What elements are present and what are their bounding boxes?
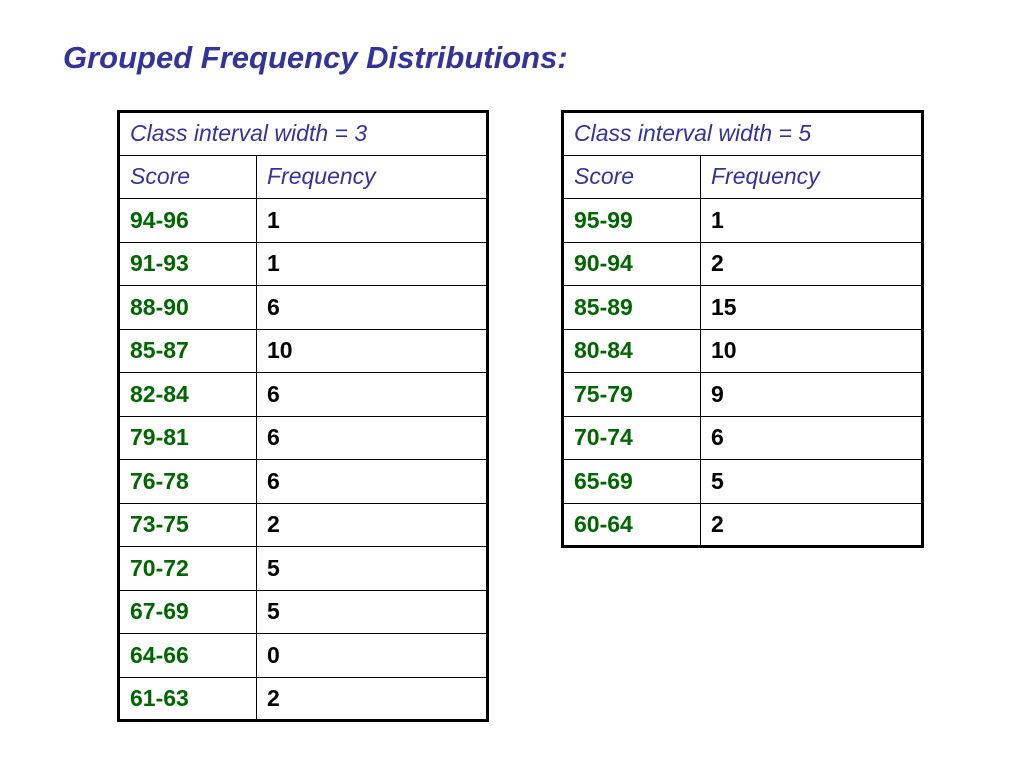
frequency-cell: 5 [256, 546, 488, 591]
score-cell: 91-93 [118, 241, 257, 286]
frequency-cell: 10 [700, 328, 923, 373]
score-cell: 85-89 [562, 285, 701, 330]
frequency-cell: 2 [700, 502, 923, 547]
table-row: 70-72 5 [118, 546, 488, 591]
table-row: 90-94 2 [562, 241, 923, 286]
frequency-column-header: Frequency [256, 154, 488, 199]
frequency-column-header: Frequency [700, 154, 923, 199]
frequency-cell: 6 [256, 372, 488, 417]
frequency-table-width-5: Class interval width = 5 Score Frequency… [561, 110, 924, 548]
frequency-cell: 6 [700, 415, 923, 460]
frequency-cell: 6 [256, 285, 488, 330]
frequency-cell: 6 [256, 415, 488, 460]
table-row: 61-63 2 [118, 676, 488, 721]
table-row: 79-81 6 [118, 415, 488, 460]
score-cell: 65-69 [562, 459, 701, 504]
score-cell: 70-72 [118, 546, 257, 591]
score-cell: 94-96 [118, 198, 257, 243]
score-cell: 76-78 [118, 459, 257, 504]
frequency-cell: 5 [256, 589, 488, 634]
caption-row: Class interval width = 3 [118, 111, 488, 156]
frequency-cell: 9 [700, 372, 923, 417]
header-row: Score Frequency [118, 154, 488, 199]
table-row: 91-93 1 [118, 241, 488, 286]
table-row: 67-69 5 [118, 589, 488, 634]
score-cell: 61-63 [118, 676, 257, 721]
frequency-table-width-3: Class interval width = 3 Score Frequency… [117, 110, 489, 722]
table-row: 73-75 2 [118, 502, 488, 547]
score-column-header: Score [118, 154, 257, 199]
score-cell: 90-94 [562, 241, 701, 286]
score-cell: 80-84 [562, 328, 701, 373]
score-cell: 79-81 [118, 415, 257, 460]
table-row: 82-84 6 [118, 372, 488, 417]
table-row: 64-66 0 [118, 633, 488, 678]
frequency-cell: 10 [256, 328, 488, 373]
table-row: 80-84 10 [562, 328, 923, 373]
frequency-cell: 6 [256, 459, 488, 504]
table-row: 70-74 6 [562, 415, 923, 460]
table-row: 94-96 1 [118, 198, 488, 243]
frequency-cell: 2 [256, 676, 488, 721]
header-row: Score Frequency [562, 154, 923, 199]
caption-row: Class interval width = 5 [562, 111, 923, 156]
frequency-cell: 1 [256, 198, 488, 243]
table-row: 76-78 6 [118, 459, 488, 504]
score-cell: 73-75 [118, 502, 257, 547]
table-caption: Class interval width = 3 [118, 111, 488, 156]
score-cell: 60-64 [562, 502, 701, 547]
frequency-cell: 0 [256, 633, 488, 678]
frequency-cell: 1 [256, 241, 488, 286]
table-row: 95-99 1 [562, 198, 923, 243]
score-cell: 67-69 [118, 589, 257, 634]
table-row: 75-79 9 [562, 372, 923, 417]
table-row: 65-69 5 [562, 459, 923, 504]
table-row: 88-90 6 [118, 285, 488, 330]
score-cell: 95-99 [562, 198, 701, 243]
score-cell: 85-87 [118, 328, 257, 373]
table-row: 60-64 2 [562, 502, 923, 547]
frequency-cell: 5 [700, 459, 923, 504]
score-cell: 75-79 [562, 372, 701, 417]
frequency-cell: 1 [700, 198, 923, 243]
score-cell: 64-66 [118, 633, 257, 678]
score-cell: 88-90 [118, 285, 257, 330]
table-body: Class interval width = 3 Score Frequency… [118, 111, 488, 721]
frequency-cell: 15 [700, 285, 923, 330]
score-cell: 82-84 [118, 372, 257, 417]
table-caption: Class interval width = 5 [562, 111, 923, 156]
frequency-cell: 2 [700, 241, 923, 286]
score-cell: 70-74 [562, 415, 701, 460]
table-body: Class interval width = 5 Score Frequency… [562, 111, 923, 547]
table-row: 85-89 15 [562, 285, 923, 330]
table-row: 85-87 10 [118, 328, 488, 373]
slide-title: Grouped Frequency Distributions: [63, 40, 568, 75]
frequency-cell: 2 [256, 502, 488, 547]
score-column-header: Score [562, 154, 701, 199]
